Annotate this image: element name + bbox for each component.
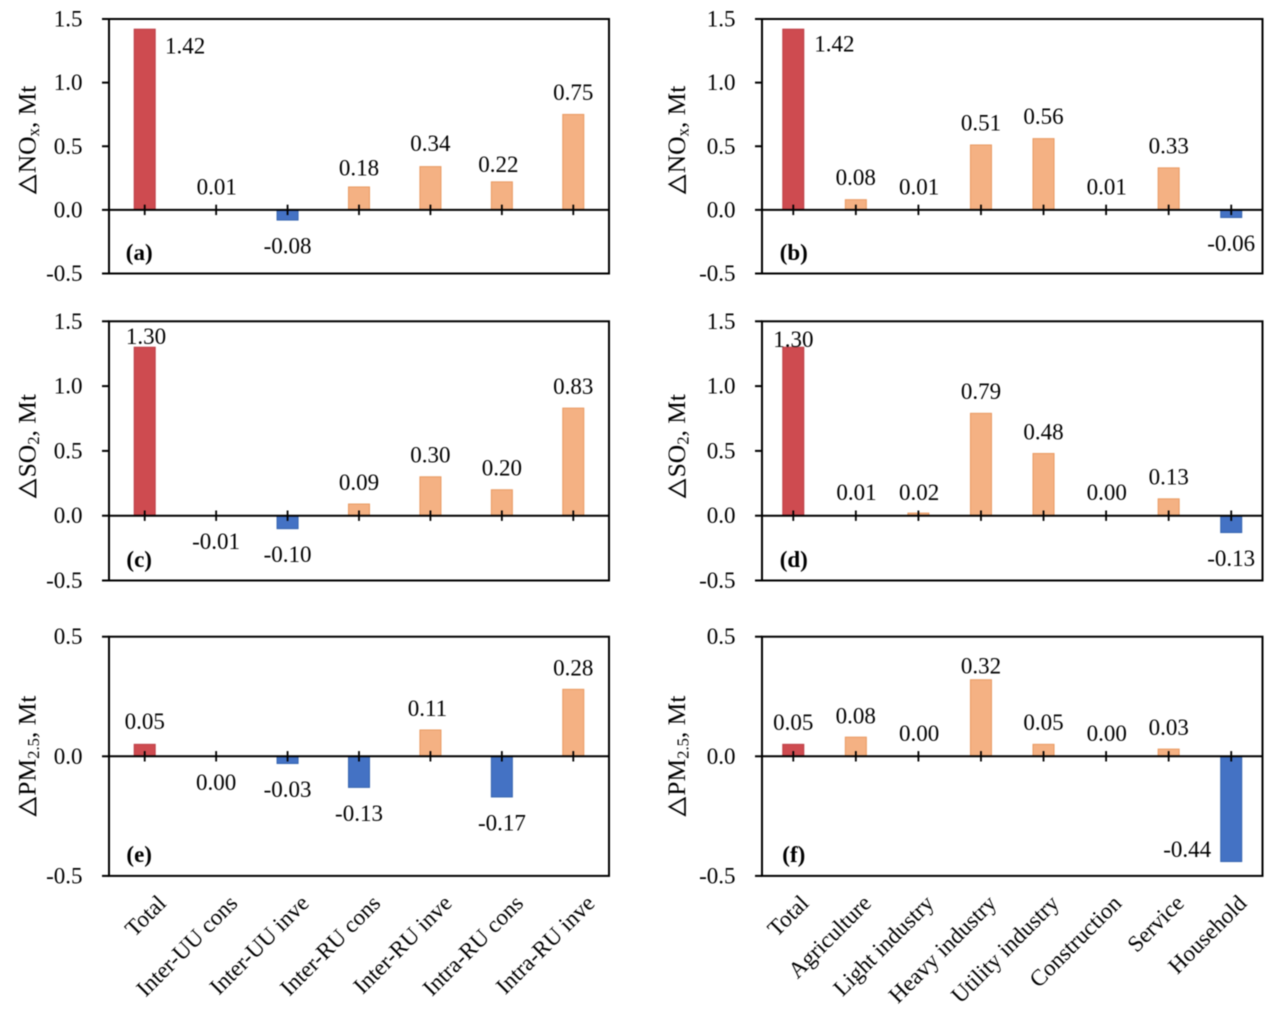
svg-text:0.01: 0.01 — [836, 480, 876, 505]
svg-text:0.83: 0.83 — [553, 374, 593, 399]
svg-text:0.05: 0.05 — [773, 710, 813, 735]
svg-text:(e): (e) — [126, 842, 152, 867]
svg-text:0.5: 0.5 — [54, 134, 83, 159]
svg-text:0.5: 0.5 — [54, 624, 83, 649]
svg-text:0.30: 0.30 — [410, 443, 450, 468]
svg-text:0.0: 0.0 — [54, 197, 83, 222]
svg-text:0.33: 0.33 — [1149, 134, 1189, 159]
svg-text:0.00: 0.00 — [196, 770, 236, 795]
svg-text:0.09: 0.09 — [339, 470, 379, 495]
svg-text:0.0: 0.0 — [707, 744, 736, 769]
svg-text:-0.13: -0.13 — [1207, 546, 1255, 571]
svg-text:0.79: 0.79 — [961, 379, 1001, 404]
svg-text:1.30: 1.30 — [126, 324, 166, 349]
svg-text:0.00: 0.00 — [899, 721, 939, 746]
svg-text:(f): (f) — [782, 842, 805, 867]
svg-text:0.5: 0.5 — [707, 624, 736, 649]
svg-text:0.01: 0.01 — [197, 174, 237, 199]
svg-text:0.32: 0.32 — [961, 654, 1001, 679]
svg-text:-0.5: -0.5 — [699, 261, 735, 286]
svg-text:0.22: 0.22 — [478, 152, 518, 177]
svg-text:0.75: 0.75 — [553, 80, 593, 105]
svg-text:1.0: 1.0 — [54, 374, 83, 399]
svg-text:-0.5: -0.5 — [46, 568, 82, 593]
svg-text:-0.03: -0.03 — [264, 777, 312, 802]
svg-text:-0.5: -0.5 — [699, 863, 735, 888]
svg-text:PM2.5, Mt: PM2.5, Mt — [13, 696, 44, 796]
svg-text:0.51: 0.51 — [961, 110, 1001, 135]
svg-text:0.05: 0.05 — [1023, 710, 1063, 735]
svg-text:-0.5: -0.5 — [699, 568, 735, 593]
svg-text:0.0: 0.0 — [54, 744, 83, 769]
svg-text:0.28: 0.28 — [553, 655, 593, 680]
svg-text:0.5: 0.5 — [707, 134, 736, 159]
svg-text:(a): (a) — [126, 240, 153, 265]
svg-text:0.03: 0.03 — [1149, 715, 1189, 740]
svg-text:SO2, Mt: SO2, Mt — [662, 394, 693, 477]
svg-text:0.01: 0.01 — [1087, 174, 1127, 199]
svg-text:1.0: 1.0 — [707, 70, 736, 95]
svg-text:0.0: 0.0 — [707, 503, 736, 528]
svg-text:SO2, Mt: SO2, Mt — [13, 394, 44, 477]
svg-text:0.0: 0.0 — [707, 197, 736, 222]
svg-text:1.5: 1.5 — [54, 309, 83, 334]
svg-text:-0.01: -0.01 — [192, 529, 240, 554]
svg-text:1.0: 1.0 — [54, 70, 83, 95]
svg-text:0.00: 0.00 — [1087, 480, 1127, 505]
svg-text:0.08: 0.08 — [836, 704, 876, 729]
svg-text:0.13: 0.13 — [1149, 465, 1189, 490]
svg-text:-0.13: -0.13 — [335, 801, 383, 826]
svg-text:0.02: 0.02 — [899, 480, 939, 505]
svg-text:1.42: 1.42 — [814, 32, 854, 57]
svg-text:0.0: 0.0 — [54, 503, 83, 528]
svg-text:1.30: 1.30 — [773, 327, 813, 352]
svg-text:0.5: 0.5 — [54, 438, 83, 463]
svg-text:0.18: 0.18 — [339, 155, 379, 180]
svg-text:-0.5: -0.5 — [46, 261, 82, 286]
svg-text:1.5: 1.5 — [707, 7, 736, 32]
svg-text:0.00: 0.00 — [1087, 721, 1127, 746]
svg-text:1.42: 1.42 — [165, 34, 205, 59]
svg-text:-0.44: -0.44 — [1163, 837, 1211, 862]
svg-text:NOx, Mt: NOx, Mt — [13, 86, 44, 174]
svg-text:-0.10: -0.10 — [264, 542, 312, 567]
svg-text:1.5: 1.5 — [707, 309, 736, 334]
svg-text:0.48: 0.48 — [1023, 419, 1063, 444]
svg-text:1.0: 1.0 — [707, 374, 736, 399]
svg-text:-0.08: -0.08 — [264, 234, 312, 259]
svg-text:0.01: 0.01 — [899, 174, 939, 199]
svg-text:-0.17: -0.17 — [478, 811, 526, 836]
svg-text:0.56: 0.56 — [1023, 104, 1063, 129]
svg-text:0.34: 0.34 — [410, 131, 451, 156]
svg-text:0.11: 0.11 — [408, 696, 447, 721]
svg-text:(c): (c) — [126, 547, 152, 572]
svg-text:0.20: 0.20 — [482, 456, 522, 481]
svg-text:0.5: 0.5 — [707, 438, 736, 463]
svg-text:0.08: 0.08 — [836, 165, 876, 190]
svg-text:(d): (d) — [780, 547, 808, 572]
svg-text:-0.06: -0.06 — [1207, 231, 1255, 256]
svg-text:0.05: 0.05 — [125, 709, 165, 734]
svg-text:1.5: 1.5 — [54, 7, 83, 32]
svg-text:(b): (b) — [780, 240, 808, 265]
svg-text:-0.5: -0.5 — [46, 863, 82, 888]
